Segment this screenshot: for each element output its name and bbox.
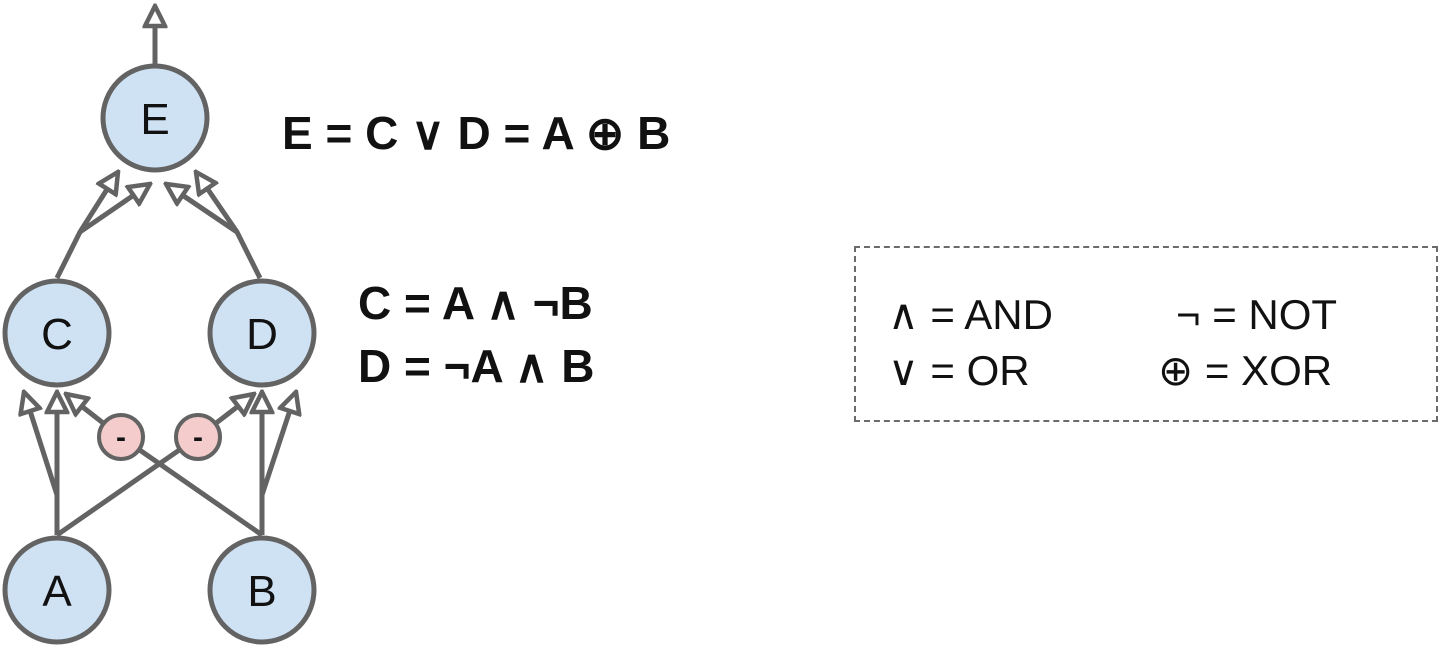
inhibitor-right: - (174, 413, 222, 461)
node-d-label: D (246, 310, 278, 359)
inhibitor-left: - (97, 413, 145, 461)
formula-d: D = ¬A ∧ B (358, 340, 595, 392)
legend-and: ∧ = AND (888, 291, 1053, 338)
node-b: B (207, 535, 317, 645)
edge-a-d-inhibitory (55, 394, 254, 538)
edge-b-d-2 (259, 392, 296, 496)
legend-or: ∨ = OR (888, 347, 1030, 394)
inhibitor-right-label: - (193, 421, 203, 454)
node-a-label: A (42, 567, 72, 616)
edge-d-e-2 (166, 184, 239, 235)
edge-b-c-inhibitory (66, 394, 264, 538)
node-e: E (100, 63, 210, 173)
legend-not: ¬ = NOT (1176, 291, 1338, 338)
node-d: D (207, 278, 317, 388)
legend-box: ∧ = AND ∨ = OR ¬ = NOT ⊕ = XOR (854, 246, 1438, 422)
legend-xor: ⊕ = XOR (1158, 347, 1333, 394)
inhibitor-left-label: - (116, 421, 126, 454)
node-c-label: C (41, 310, 73, 359)
formula-e: E = C ∨ D = A ⊕ B (282, 107, 671, 159)
edge-a-c-1 (24, 392, 60, 496)
edge-c-e-2 (78, 184, 150, 235)
node-b-label: B (247, 567, 276, 616)
node-e-label: E (140, 95, 169, 144)
node-c: C (2, 278, 112, 388)
formula-c: C = A ∧ ¬B (358, 277, 593, 329)
node-a: A (2, 535, 112, 645)
